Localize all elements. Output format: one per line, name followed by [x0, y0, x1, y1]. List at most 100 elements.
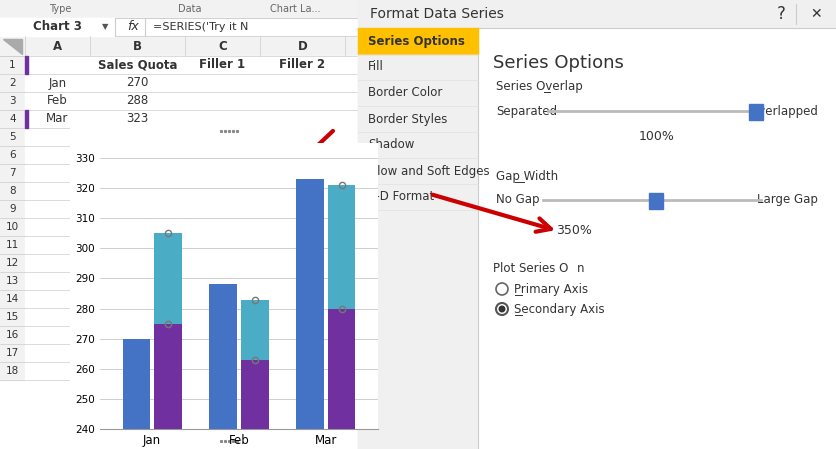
Bar	[241, 299, 268, 360]
Text: 2: 2	[9, 78, 16, 88]
Bar	[25, 128, 358, 146]
Bar	[0, 182, 25, 200]
Bar	[25, 200, 358, 218]
Text: 11: 11	[6, 240, 19, 250]
Text: Overlapped: Overlapped	[749, 105, 818, 118]
Text: Separated: Separated	[496, 105, 557, 118]
Bar	[0, 0, 358, 18]
Bar	[241, 360, 268, 429]
Circle shape	[498, 305, 506, 313]
Text: 15: 15	[6, 312, 19, 322]
Bar	[0, 74, 25, 92]
Bar	[0, 218, 25, 236]
Bar	[0, 18, 115, 36]
Bar	[25, 236, 358, 254]
Bar	[210, 285, 237, 429]
Bar	[123, 339, 150, 429]
Bar	[154, 324, 181, 429]
Text: 4: 4	[9, 114, 16, 124]
Text: Chart La...: Chart La...	[270, 4, 320, 14]
Bar	[0, 326, 25, 344]
Text: 17: 17	[6, 348, 19, 358]
Text: Large Gap: Large Gap	[757, 194, 818, 207]
Bar	[0, 18, 358, 36]
Text: ✕: ✕	[810, 7, 822, 21]
Bar	[296, 179, 324, 429]
Text: Plot Series O: Plot Series O	[493, 261, 568, 274]
Bar	[25, 290, 358, 308]
Bar	[25, 362, 358, 380]
Bar	[0, 146, 25, 164]
Bar	[0, 36, 25, 56]
Text: Mar: Mar	[46, 113, 69, 126]
Bar	[0, 272, 25, 290]
Text: Data: Data	[178, 4, 201, 14]
Text: Chart 3: Chart 3	[33, 21, 82, 34]
Text: 16: 16	[6, 330, 19, 340]
Bar	[0, 308, 25, 326]
Text: Series Options: Series Options	[493, 54, 624, 72]
Bar	[0, 0, 358, 449]
Bar	[0, 110, 25, 128]
Bar	[25, 146, 358, 164]
Text: 1: 1	[9, 60, 16, 70]
Bar	[0, 290, 25, 308]
Text: D: D	[298, 40, 308, 53]
Text: 288: 288	[126, 94, 149, 107]
Text: Shadow: Shadow	[368, 138, 415, 151]
Bar	[488, 78, 826, 153]
Text: Fill: Fill	[368, 61, 384, 74]
FancyArrow shape	[749, 104, 763, 120]
Bar	[328, 185, 355, 308]
Bar	[0, 128, 25, 146]
Bar	[358, 0, 836, 28]
Text: No Gap: No Gap	[496, 194, 539, 207]
Bar	[25, 110, 358, 128]
Text: Format Data Series: Format Data Series	[370, 7, 504, 21]
Bar	[488, 168, 826, 248]
Text: Primary Axis: Primary Axis	[514, 282, 588, 295]
Text: Series Overlap: Series Overlap	[496, 80, 583, 93]
Text: fx: fx	[127, 21, 139, 34]
Bar	[25, 254, 358, 272]
Text: Glow and Soft Edges: Glow and Soft Edges	[368, 164, 490, 177]
Bar	[25, 92, 358, 110]
Bar	[0, 56, 25, 74]
FancyArrow shape	[650, 193, 663, 209]
Bar	[548, 222, 600, 240]
Bar	[0, 236, 25, 254]
Bar	[25, 344, 358, 362]
Text: 323: 323	[126, 113, 149, 126]
Bar	[358, 28, 478, 54]
Bar	[0, 254, 25, 272]
Text: 13: 13	[6, 276, 19, 286]
Bar	[25, 164, 358, 182]
Bar	[328, 308, 355, 429]
Text: C: C	[218, 40, 227, 53]
Bar	[358, 0, 836, 449]
Text: 350%: 350%	[556, 224, 592, 238]
Text: A: A	[53, 40, 62, 53]
Bar	[154, 233, 181, 324]
Bar	[25, 218, 358, 236]
Text: =SERIES('Try it N: =SERIES('Try it N	[153, 22, 248, 32]
Bar	[25, 272, 358, 290]
Bar	[0, 164, 25, 182]
Text: 9: 9	[9, 204, 16, 214]
Text: Gap Width: Gap Width	[496, 170, 558, 183]
Bar	[25, 56, 28, 74]
Text: 7: 7	[9, 168, 16, 178]
Bar	[0, 362, 25, 380]
Text: ▼: ▼	[102, 22, 108, 31]
Bar	[25, 74, 358, 92]
Text: 3-D Format: 3-D Format	[368, 190, 434, 203]
Text: 100%: 100%	[639, 129, 675, 142]
Text: 14: 14	[6, 294, 19, 304]
Bar	[0, 344, 25, 362]
Text: 270: 270	[126, 76, 149, 89]
Bar	[490, 271, 645, 323]
Text: Border Color: Border Color	[368, 87, 442, 100]
Text: Jan: Jan	[48, 76, 67, 89]
Bar	[25, 182, 358, 200]
Text: Border Styles: Border Styles	[368, 113, 447, 126]
